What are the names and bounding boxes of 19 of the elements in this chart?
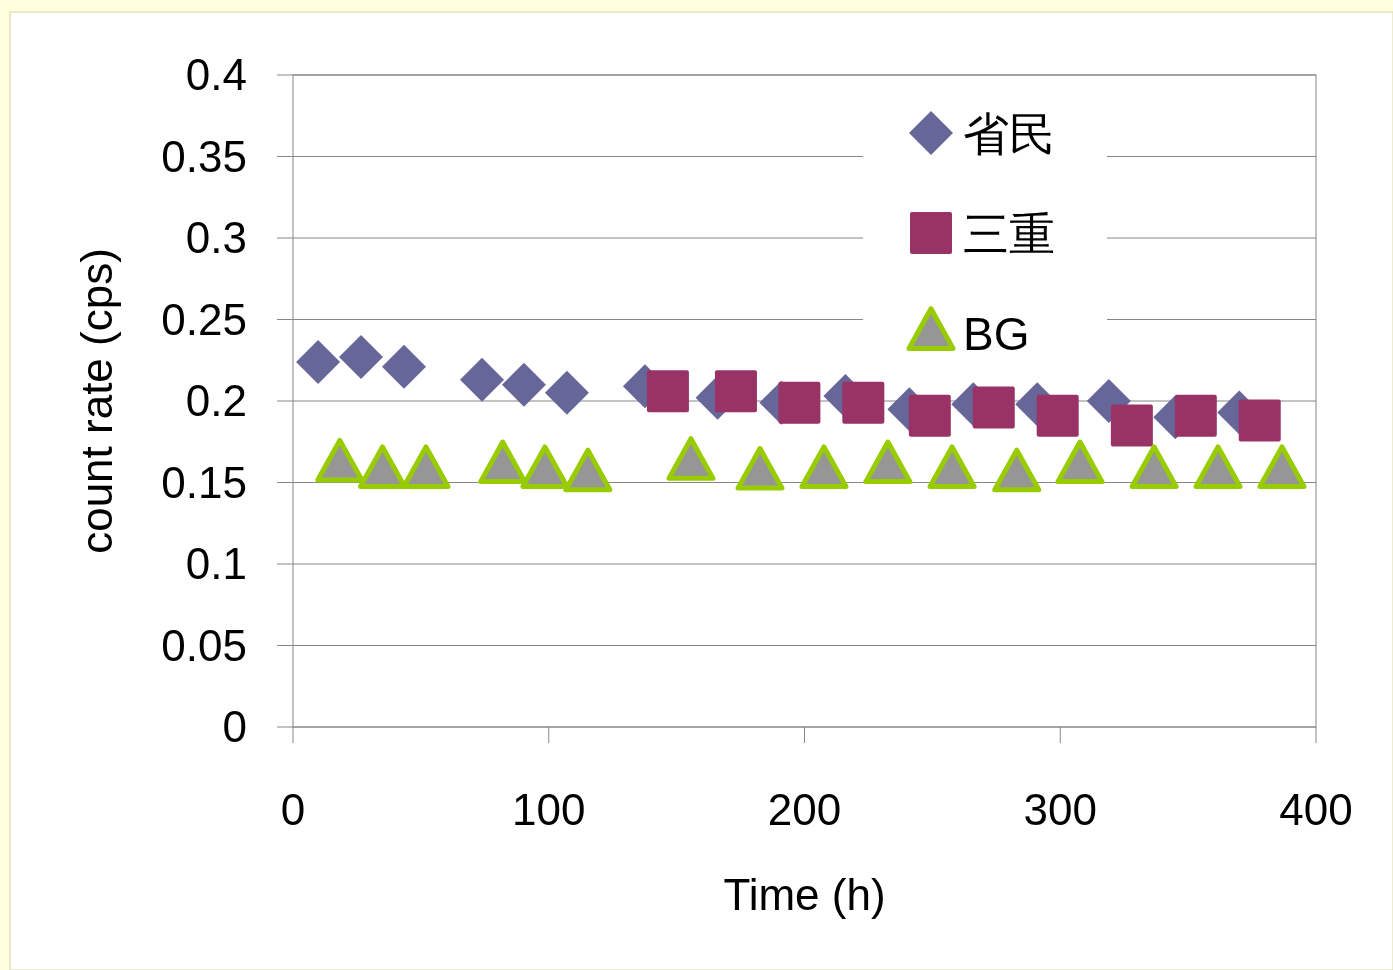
y-tick-label: 0.35 xyxy=(161,131,247,181)
y-tick-label: 0.2 xyxy=(185,376,247,425)
x-tick-label: 400 xyxy=(1279,785,1353,834)
x-tick-label: 300 xyxy=(1023,785,1097,834)
legend-label: 省民 xyxy=(963,108,1055,160)
x-axis-title: Time (h) xyxy=(723,870,886,919)
y-tick-label: 0.3 xyxy=(185,213,247,262)
y-tick-label: 0.1 xyxy=(185,539,247,588)
legend-label: 三重 xyxy=(963,208,1055,260)
y-axis-title: count rate (cps) xyxy=(72,248,121,554)
y-tick-label: 0.05 xyxy=(161,620,247,670)
y-tick-label: 0 xyxy=(222,702,247,751)
y-tick-label: 0.15 xyxy=(161,457,247,507)
x-tick-label: 0 xyxy=(280,785,306,834)
y-tick-label: 0.4 xyxy=(185,50,247,99)
legend-label: BG xyxy=(963,308,1030,360)
x-tick-label: 100 xyxy=(512,785,586,834)
y-tick-label: 0.25 xyxy=(161,294,247,344)
x-tick-label: 200 xyxy=(767,785,842,834)
